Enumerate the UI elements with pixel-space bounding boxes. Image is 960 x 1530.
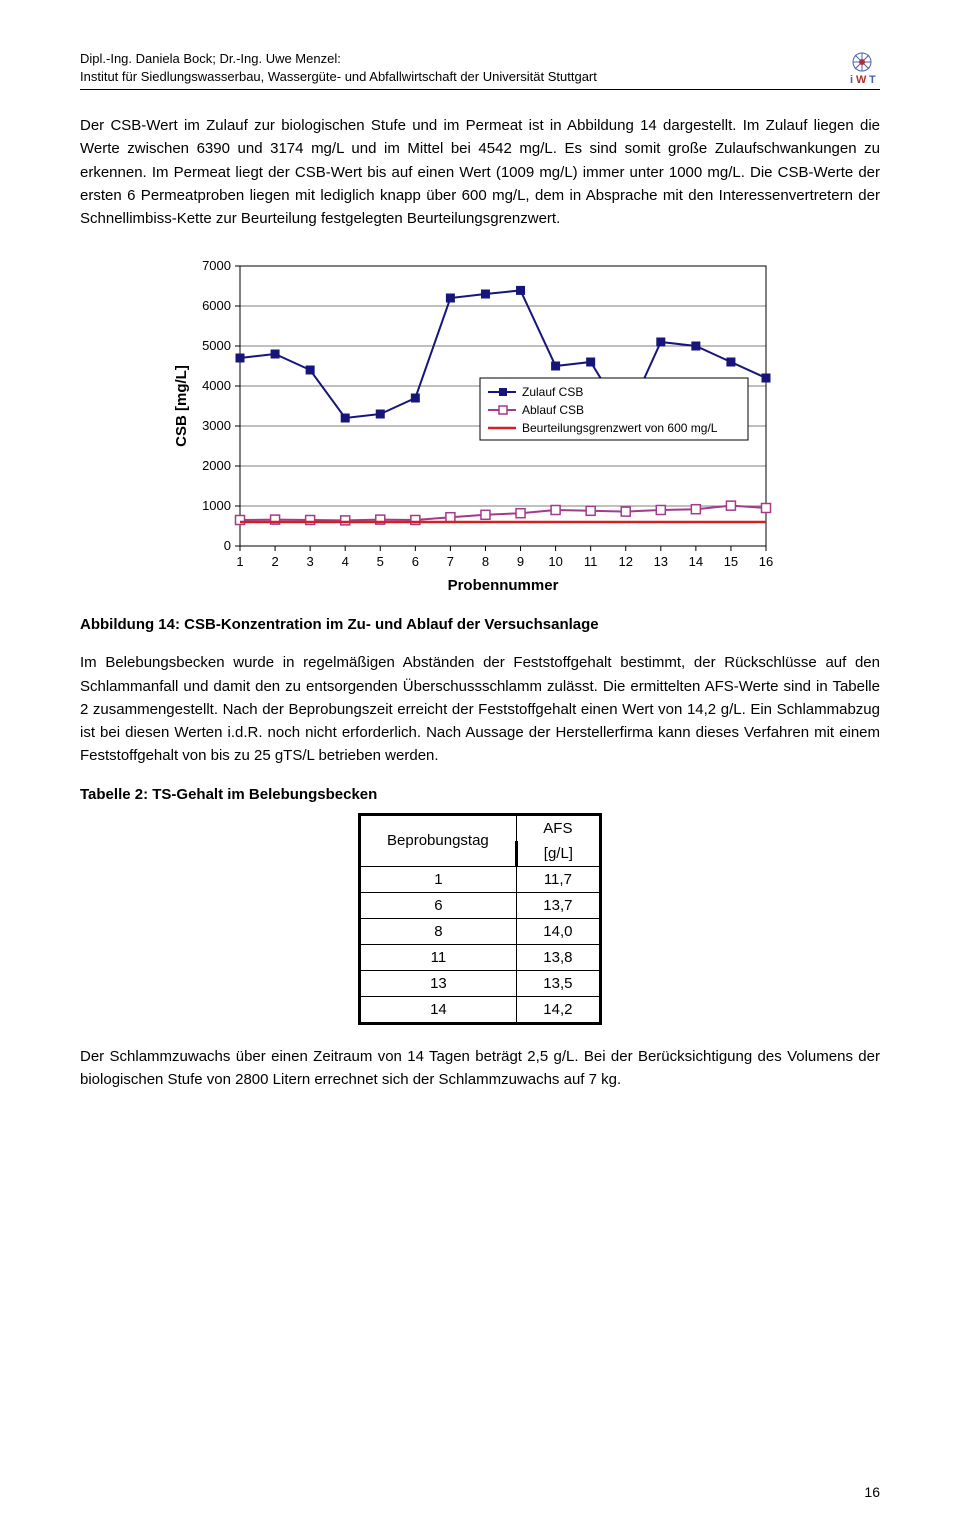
svg-text:1: 1 [236, 554, 243, 569]
svg-text:10: 10 [548, 554, 562, 569]
csb-chart-svg: 0100020003000400050006000700012345678910… [170, 248, 790, 608]
svg-text:3000: 3000 [202, 418, 231, 433]
table-row: 1414,2 [360, 996, 601, 1023]
table-cell: 14,0 [516, 918, 600, 944]
svg-text:7: 7 [447, 554, 454, 569]
paragraph-1: Der CSB-Wert im Zulauf zur biologischen … [80, 114, 880, 230]
header-line2: Institut für Siedlungswasserbau, Wasserg… [80, 68, 597, 86]
svg-text:7000: 7000 [202, 258, 231, 273]
svg-text:4000: 4000 [202, 378, 231, 393]
csb-chart: 0100020003000400050006000700012345678910… [80, 248, 880, 608]
svg-text:4: 4 [342, 554, 349, 569]
svg-text:11: 11 [584, 554, 598, 569]
table-row: 814,0 [360, 918, 601, 944]
table-cell: 13,5 [516, 970, 600, 996]
svg-text:6: 6 [412, 554, 419, 569]
figure-caption: Abbildung 14: CSB-Konzentration im Zu- u… [80, 616, 880, 633]
svg-text:2000: 2000 [202, 458, 231, 473]
svg-text:Zulauf CSB: Zulauf CSB [522, 385, 583, 399]
svg-text:14: 14 [689, 554, 703, 569]
institute-logo-icon: i W T [844, 50, 880, 86]
paragraph-3: Der Schlammzuwachs über einen Zeitraum v… [80, 1045, 880, 1092]
svg-text:W: W [856, 74, 867, 86]
header-text: Dipl.-Ing. Daniela Bock; Dr.-Ing. Uwe Me… [80, 50, 597, 85]
table-cell: 14 [360, 996, 517, 1023]
page-number: 16 [864, 1484, 880, 1500]
table-header-col1: Beprobungstag [360, 814, 517, 866]
table-row: 111,7 [360, 866, 601, 892]
svg-text:8: 8 [482, 554, 489, 569]
paragraph-2: Im Belebungsbecken wurde in regelmäßigen… [80, 651, 880, 767]
svg-text:13: 13 [654, 554, 668, 569]
ts-gehalt-table: Beprobungstag AFS [g/L] 111,7613,7814,01… [358, 813, 602, 1025]
table-cell: 1 [360, 866, 517, 892]
svg-text:6000: 6000 [202, 298, 231, 313]
table-title: Tabelle 2: TS-Gehalt im Belebungsbecken [80, 786, 880, 803]
table-cell: 14,2 [516, 996, 600, 1023]
svg-text:Beurteilungsgrenzwert von 600: Beurteilungsgrenzwert von 600 mg/L [522, 421, 718, 435]
header-line1: Dipl.-Ing. Daniela Bock; Dr.-Ing. Uwe Me… [80, 50, 597, 68]
svg-text:Probennummer: Probennummer [448, 577, 559, 594]
table-cell: 13,8 [516, 944, 600, 970]
table-row: 1113,8 [360, 944, 601, 970]
svg-text:1000: 1000 [202, 498, 231, 513]
table-row: 613,7 [360, 892, 601, 918]
svg-text:CSB [mg/L]: CSB [mg/L] [173, 365, 190, 447]
table-cell: 8 [360, 918, 517, 944]
svg-text:16: 16 [759, 554, 773, 569]
svg-text:0: 0 [224, 538, 231, 553]
svg-text:5: 5 [377, 554, 384, 569]
page-header: Dipl.-Ing. Daniela Bock; Dr.-Ing. Uwe Me… [80, 50, 880, 90]
svg-text:3: 3 [307, 554, 314, 569]
svg-text:9: 9 [517, 554, 524, 569]
table-cell: 11 [360, 944, 517, 970]
table-header-col2b: [g/L] [516, 841, 600, 867]
svg-text:12: 12 [618, 554, 632, 569]
svg-text:T: T [869, 74, 876, 86]
table-cell: 6 [360, 892, 517, 918]
table-row: 1313,5 [360, 970, 601, 996]
table-cell: 13,7 [516, 892, 600, 918]
table-cell: 11,7 [516, 866, 600, 892]
svg-text:5000: 5000 [202, 338, 231, 353]
table-header-col2a: AFS [516, 814, 600, 841]
svg-text:Ablauf CSB: Ablauf CSB [522, 403, 584, 417]
svg-text:15: 15 [724, 554, 738, 569]
svg-text:2: 2 [271, 554, 278, 569]
svg-text:i: i [850, 74, 853, 86]
table-cell: 13 [360, 970, 517, 996]
